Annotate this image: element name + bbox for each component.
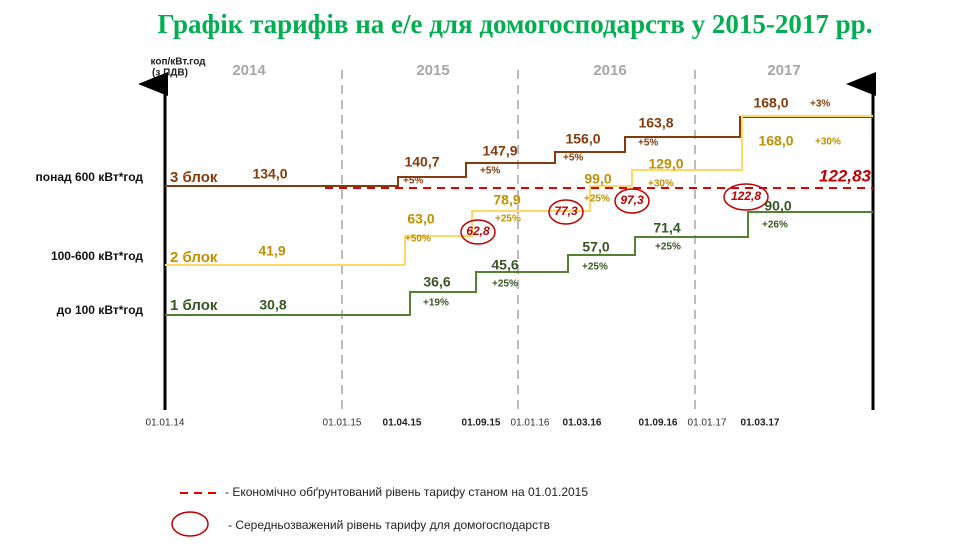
reference-value: 122,83: [819, 166, 872, 185]
date-label: 01.09.15: [462, 418, 501, 429]
block-range: 100-600 кВт*год: [51, 249, 143, 263]
date-label: 01.01.14: [146, 418, 185, 429]
y-axis-label: (з ПДВ): [152, 68, 188, 79]
title: Графік тарифів на е/е для домогосподарст…: [158, 9, 873, 39]
average-value: 122,8: [731, 189, 761, 203]
tariff-value: 168,0: [758, 133, 793, 149]
tariff-value: 129,0: [648, 156, 683, 172]
tariff-value: 36,6: [423, 274, 450, 290]
tariff-value: 140,7: [404, 154, 439, 170]
tariff-change: +5%: [638, 138, 658, 149]
date-label: 01.01.16: [511, 418, 550, 429]
tariff-value: 41,9: [258, 243, 285, 259]
tariff-change: +50%: [405, 234, 431, 245]
average-value: 62,8: [466, 224, 490, 238]
tariff-change: +19%: [423, 298, 449, 309]
date-label: 01.03.16: [563, 418, 602, 429]
tariff-change: +3%: [810, 99, 830, 110]
tariff-value: 168,0: [753, 95, 788, 111]
tariff-change: +5%: [563, 153, 583, 164]
legend-text: - Економічно обґрунтований рівень тарифу…: [225, 485, 588, 499]
grid: [341, 70, 696, 412]
year-label: 2016: [593, 62, 626, 79]
tariff-value: 71,4: [653, 220, 680, 236]
average-value: 77,3: [554, 204, 578, 218]
tariff-change: +30%: [648, 179, 674, 190]
tariff-value: 45,6: [491, 257, 518, 273]
block-range: до 100 кВт*год: [57, 303, 144, 317]
date-label: 01.04.15: [383, 418, 422, 429]
tariff-value: 57,0: [582, 239, 609, 255]
block-name: 1 блок: [170, 297, 218, 314]
block-name: 2 блок: [170, 249, 218, 266]
date-label: 01.03.17: [741, 418, 780, 429]
y-axis-label: коп/кВт.год: [150, 57, 206, 68]
step-lines: [165, 115, 873, 316]
tariff-change: +25%: [655, 242, 681, 253]
tariff-value: 30,8: [259, 297, 286, 313]
avg-circles: [460, 183, 769, 245]
block-name: 3 блок: [170, 169, 218, 186]
tariff-value: 99,0: [584, 171, 611, 187]
tariff-value: 147,9: [482, 143, 517, 159]
tariff-value: 134,0: [252, 166, 287, 182]
average-value: 97,3: [620, 193, 644, 207]
tariff-value: 63,0: [407, 211, 434, 227]
tariff-change: +30%: [815, 137, 841, 148]
tariff-change: +5%: [403, 176, 423, 187]
legend-text: - Середньозважений рівень тарифу для дом…: [228, 518, 550, 532]
tariff-change: +25%: [584, 194, 610, 205]
tariff-change: +26%: [762, 220, 788, 231]
date-label: 01.09.16: [639, 418, 678, 429]
tariff-value: 90,0: [764, 198, 791, 214]
block-range: понад 600 кВт*год: [36, 170, 144, 184]
tariff-value: 156,0: [565, 131, 600, 147]
tariff-value: 163,8: [638, 115, 673, 131]
tariff-change: +25%: [492, 279, 518, 290]
tariff-change: +5%: [480, 166, 500, 177]
legend-circle: [171, 511, 209, 537]
date-label: 01.01.15: [323, 418, 362, 429]
year-label: 2014: [232, 62, 266, 79]
tariff-change: +25%: [582, 262, 608, 273]
year-label: 2017: [767, 62, 800, 79]
tariff-change: +25%: [495, 214, 521, 225]
year-label: 2015: [416, 62, 449, 79]
tariff-value: 78,9: [493, 192, 520, 208]
date-label: 01.01.17: [688, 418, 727, 429]
